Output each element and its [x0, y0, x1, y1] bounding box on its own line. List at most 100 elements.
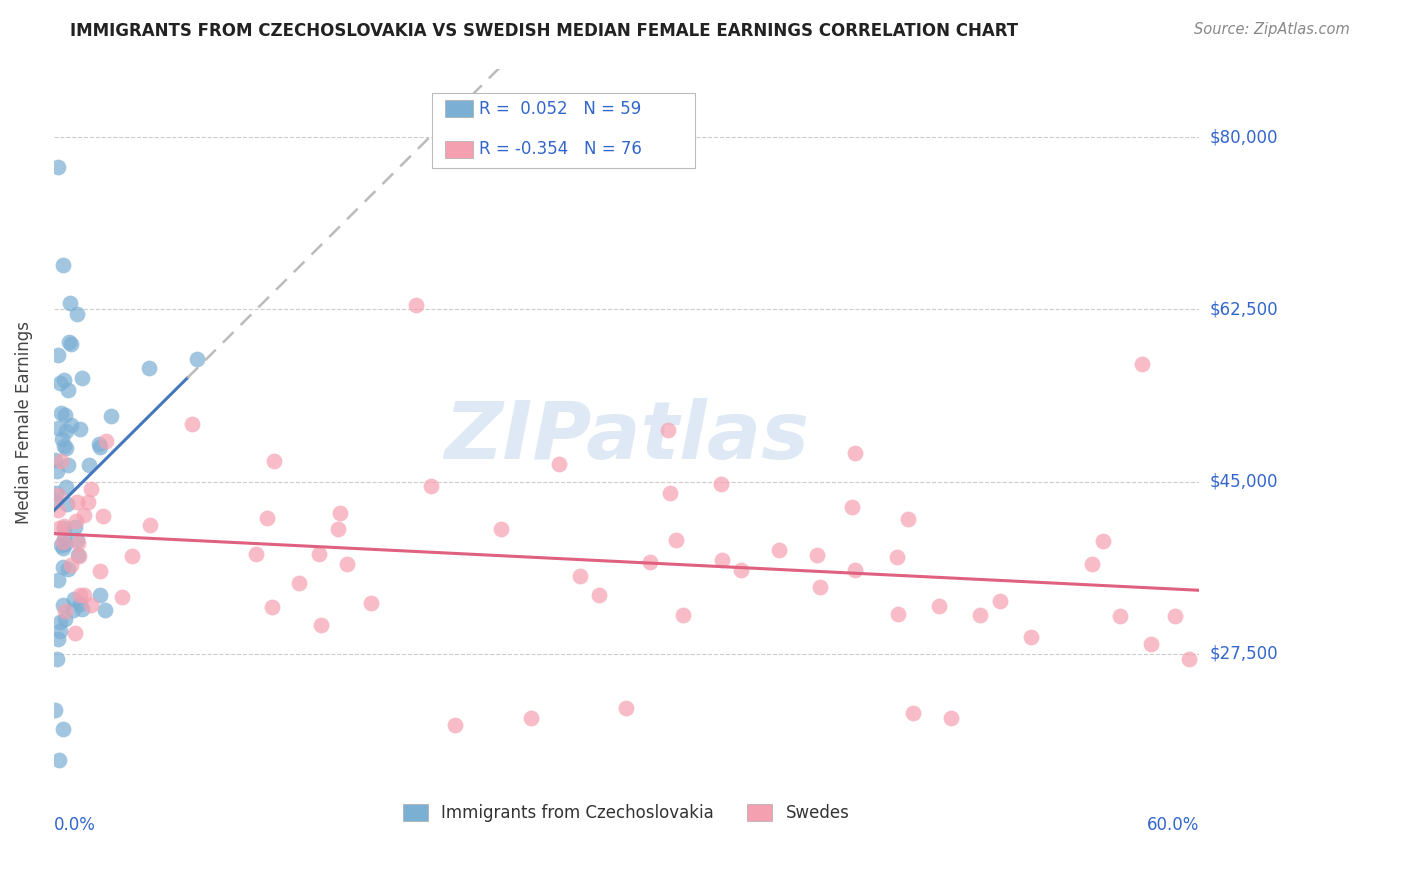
Point: [56, 383, 79, 397]
Point: [48, 520, 70, 534]
Text: $80,000: $80,000: [1211, 128, 1278, 146]
Point: [53, 604, 76, 618]
Point: [288, 576, 311, 591]
Point: [44, 494, 66, 508]
Point: [70, 371, 93, 385]
Point: [46, 488, 69, 502]
Point: [56, 458, 79, 473]
Legend: Immigrants from Czechoslovakia, Swedes: Immigrants from Czechoslovakia, Swedes: [396, 797, 856, 829]
Text: R =  0.052   N = 59: R = 0.052 N = 59: [478, 100, 641, 118]
Point: [87, 437, 110, 451]
Point: [181, 417, 204, 431]
Point: [939, 711, 962, 725]
Point: [94, 602, 117, 616]
Text: R = -0.354   N = 76: R = -0.354 N = 76: [478, 140, 641, 158]
Point: [94, 434, 117, 448]
Point: [65, 626, 87, 640]
Point: [886, 550, 908, 565]
Point: [1081, 558, 1104, 572]
Point: [53, 519, 76, 533]
Point: [44, 452, 66, 467]
Point: [46, 348, 69, 362]
Text: 0.0%: 0.0%: [53, 815, 96, 833]
Point: [66, 533, 89, 547]
Point: [46, 632, 69, 646]
FancyBboxPatch shape: [432, 94, 695, 168]
Point: [46, 503, 69, 517]
Point: [44, 703, 66, 717]
Point: [710, 553, 733, 567]
Point: [52, 723, 75, 737]
Point: [444, 718, 467, 732]
Point: [66, 307, 89, 321]
Point: [55, 424, 77, 438]
Point: [91, 509, 114, 524]
Point: [256, 511, 278, 525]
Point: [53, 440, 76, 454]
Point: [245, 547, 267, 561]
Point: [73, 508, 96, 522]
Point: [336, 558, 359, 572]
Point: [67, 548, 90, 562]
Point: [73, 588, 96, 602]
Point: [59, 296, 82, 310]
Point: [51, 432, 73, 446]
Point: [49, 454, 72, 468]
Point: [844, 446, 866, 460]
Point: [77, 458, 100, 473]
Point: [186, 351, 208, 366]
Point: [710, 477, 733, 491]
Point: [46, 160, 69, 174]
Point: [897, 512, 920, 526]
Point: [100, 409, 122, 423]
Point: [53, 373, 76, 387]
Point: [768, 543, 790, 558]
Point: [309, 617, 332, 632]
Point: [49, 538, 72, 552]
Point: [405, 297, 427, 311]
Point: [76, 495, 98, 509]
Point: [489, 522, 512, 536]
Point: [45, 651, 67, 665]
Point: [568, 568, 591, 582]
Point: [65, 515, 87, 529]
Point: [53, 521, 76, 535]
Point: [360, 596, 382, 610]
Point: [53, 408, 76, 422]
Point: [665, 533, 688, 548]
Point: [69, 421, 91, 435]
Point: [62, 603, 84, 617]
Point: [63, 520, 86, 534]
Point: [52, 598, 75, 612]
FancyBboxPatch shape: [446, 101, 472, 118]
Point: [67, 549, 90, 563]
Point: [53, 612, 76, 626]
Point: [48, 753, 70, 767]
Point: [60, 337, 83, 351]
Point: [72, 602, 94, 616]
Point: [420, 479, 443, 493]
Point: [887, 607, 910, 622]
Point: [588, 588, 610, 602]
Point: [121, 549, 143, 564]
Point: [55, 480, 77, 494]
Point: [672, 607, 695, 622]
Point: [52, 559, 75, 574]
Point: [263, 454, 285, 468]
Point: [58, 334, 80, 349]
Point: [59, 558, 82, 572]
Text: $62,500: $62,500: [1211, 301, 1278, 318]
Point: [520, 711, 543, 725]
Point: [55, 497, 77, 511]
FancyBboxPatch shape: [446, 141, 472, 158]
Point: [1163, 608, 1185, 623]
Point: [111, 590, 134, 604]
Point: [614, 700, 637, 714]
Point: [657, 423, 679, 437]
Point: [53, 533, 76, 547]
Point: [51, 541, 73, 556]
Point: [52, 258, 75, 272]
Point: [1109, 609, 1132, 624]
Text: $45,000: $45,000: [1211, 473, 1278, 491]
Text: IMMIGRANTS FROM CZECHOSLOVAKIA VS SWEDISH MEDIAN FEMALE EARNINGS CORRELATION CHA: IMMIGRANTS FROM CZECHOSLOVAKIA VS SWEDIS…: [70, 22, 1018, 40]
